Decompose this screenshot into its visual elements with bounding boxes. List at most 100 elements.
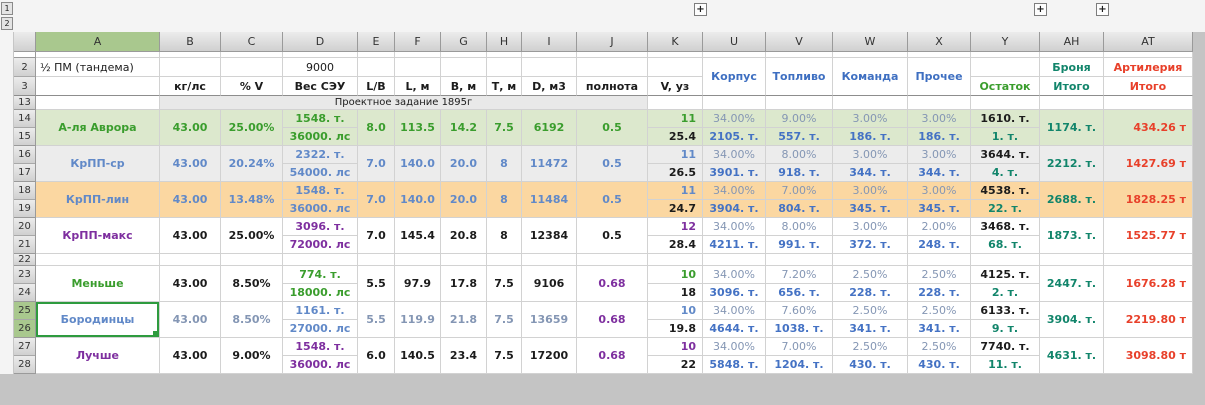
cell-AT2[interactable]: Артилерия [1113,60,1183,74]
cell-C23[interactable]: 8.50% [221,266,283,302]
cell-X18[interactable]: 3.00% [921,184,957,197]
cell-F3[interactable]: L, м [395,76,440,95]
cell-Y22[interactable] [971,254,1040,266]
cell-U23[interactable]: 34.00% [713,268,755,281]
cell-Y14[interactable]: 1610. т. [980,112,1030,125]
cell-D1[interactable] [283,52,358,58]
row-header-15[interactable]: 15 [14,127,35,145]
cell-K20[interactable]: 12 [680,220,696,233]
cell-H20[interactable]: 8 [487,218,522,254]
column-header-I[interactable]: I [522,32,577,52]
cell-D20[interactable]: 3096. т. [295,220,345,233]
cell-Y17[interactable]: 4. т. [971,163,1039,181]
cell-I20[interactable]: 12384 [522,218,577,254]
cell-A13[interactable] [36,96,160,110]
cell-D22[interactable] [283,254,358,266]
cell-F22[interactable] [395,254,441,266]
cell-I23[interactable]: 9106 [522,266,577,302]
cell-W16[interactable]: 3.00% [852,148,888,161]
cell-Y13[interactable] [971,96,1040,110]
cell-G20[interactable]: 20.8 [441,218,487,254]
column-header-B[interactable]: B [160,32,221,52]
cell-Y2[interactable] [971,58,1039,76]
cell-I25[interactable]: 13659 [522,302,577,338]
cell-AT16[interactable]: 1427.69 т [1104,146,1193,182]
cell-V17[interactable]: 918. т. [766,163,832,181]
cell-K13[interactable] [648,96,703,110]
cell-C25[interactable]: 8.50% [221,302,283,338]
cell-K27[interactable]: 10 [680,340,696,353]
cell-AT25[interactable]: 2219.80 т [1104,302,1193,338]
cell-Y18[interactable]: 4538. т. [980,184,1030,197]
cell-W20[interactable]: 3.00% [852,220,888,233]
cell-V24[interactable]: 656. т. [766,283,832,301]
cell-X1[interactable] [908,52,971,58]
cell-U28[interactable]: 5848. т. [703,355,765,373]
cell-D14[interactable]: 1548. т. [295,112,345,125]
cell-AT23[interactable]: 1676.28 т [1104,266,1193,302]
cell-V19[interactable]: 804. т. [766,199,832,217]
cell-Y28[interactable]: 11. т. [971,355,1039,373]
cell-Y24[interactable]: 2. т. [971,283,1039,301]
cell-F14[interactable]: 113.5 [395,110,441,146]
cell-H23[interactable]: 7.5 [487,266,522,302]
column-header-C[interactable]: C [221,32,283,52]
cell-X24[interactable]: 228. т. [908,283,970,301]
cell-F25[interactable]: 119.9 [395,302,441,338]
cell-E18[interactable]: 7.0 [358,182,395,218]
cell-E23[interactable]: 5.5 [358,266,395,302]
cell-X21[interactable]: 248. т. [908,235,970,253]
cell-U21[interactable]: 4211. т. [703,235,765,253]
row-header-24[interactable]: 24 [14,283,35,301]
cell-C1[interactable] [221,52,283,58]
cell-G22[interactable] [441,254,487,266]
column-header-W[interactable]: W [833,32,908,52]
cell-U22[interactable] [703,254,766,266]
column-header-D[interactable]: D [283,32,358,52]
cell-D25[interactable]: 1161. т. [295,304,345,317]
cell-D2[interactable]: 9000 [306,60,334,74]
cell-W17[interactable]: 344. т. [833,163,907,181]
cell-A23-ship-name[interactable]: Меньше [36,266,160,302]
cell-AH20[interactable]: 1873. т. [1040,218,1104,254]
cell-AH23[interactable]: 2447. т. [1040,266,1104,302]
cell-V26[interactable]: 1038. т. [766,319,832,337]
row-header-26[interactable]: 26 [14,319,35,337]
row-header-17[interactable]: 17 [14,163,35,181]
cell-E2[interactable] [358,58,394,76]
cell-AT14[interactable]: 434.26 т [1104,110,1193,146]
cell-AT3[interactable]: Итого [1104,76,1192,95]
cell-J2[interactable] [577,58,647,76]
cell-U26[interactable]: 4644. т. [703,319,765,337]
cell-F18[interactable]: 140.0 [395,182,441,218]
cell-E3[interactable]: L/B [358,76,394,95]
cell-Y1[interactable] [971,52,1040,58]
cell-W2[interactable]: Команда [833,58,908,96]
cell-G14[interactable]: 14.2 [441,110,487,146]
cell-AH18[interactable]: 2688. т. [1040,182,1104,218]
cell-J16[interactable]: 0.5 [577,146,648,182]
cell-D26[interactable]: 27000. лс [283,319,357,337]
cell-A1[interactable] [36,52,160,58]
column-header-V[interactable]: V [766,32,833,52]
cell-D27[interactable]: 1548. т. [295,340,345,353]
cell-Y19[interactable]: 22. т. [971,199,1039,217]
cell-V15[interactable]: 557. т. [766,127,832,145]
cell-X16[interactable]: 3.00% [921,148,957,161]
cell-B22[interactable] [160,254,221,266]
cell-X15[interactable]: 186. т. [908,127,970,145]
cell-W25[interactable]: 2.50% [852,304,888,317]
cell-D16[interactable]: 2322. т. [295,148,345,161]
cell-X17[interactable]: 344. т. [908,163,970,181]
cell-K28[interactable]: 22 [648,355,702,373]
cell-W24[interactable]: 228. т. [833,283,907,301]
cell-Y16[interactable]: 3644. т. [980,148,1030,161]
cell-X20[interactable]: 2.00% [921,220,957,233]
cell-D23[interactable]: 774. т. [299,268,341,281]
cell-K1[interactable] [648,52,703,58]
cell-G2[interactable] [441,58,486,76]
cell-AH27[interactable]: 4631. т. [1040,338,1104,374]
column-header-G[interactable]: G [441,32,487,52]
cell-K26[interactable]: 19.8 [648,319,702,337]
cell-K2[interactable] [648,58,702,76]
